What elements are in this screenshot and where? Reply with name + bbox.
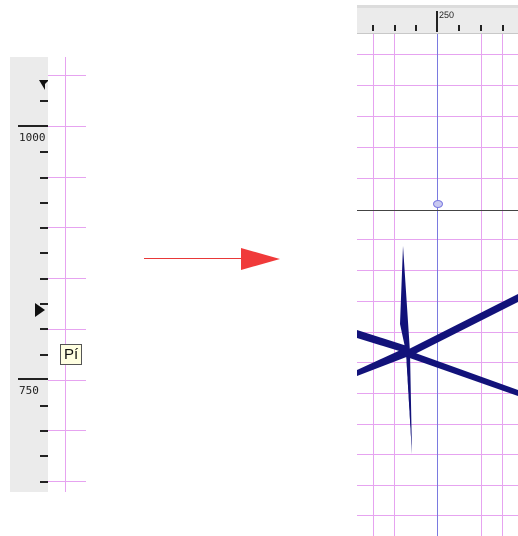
guide-handle[interactable] bbox=[433, 200, 443, 208]
ruler-label-250: 250 bbox=[439, 10, 455, 20]
ruler-tick bbox=[40, 202, 48, 204]
ruler-corner-marker-icon[interactable] bbox=[38, 79, 50, 91]
ruler-tick bbox=[40, 481, 48, 483]
ruler-label-750: 750 bbox=[19, 384, 39, 397]
grid-line bbox=[48, 329, 86, 330]
left-canvas-area[interactable] bbox=[48, 57, 86, 492]
ruler-edge bbox=[357, 5, 518, 8]
ruler-tick bbox=[40, 278, 48, 280]
horizontal-guide-line[interactable] bbox=[357, 210, 518, 211]
grid-line bbox=[48, 126, 86, 127]
ruler-tick bbox=[40, 252, 48, 254]
grid-line bbox=[48, 481, 86, 482]
right-canvas-area[interactable] bbox=[357, 34, 518, 536]
ruler-tick bbox=[372, 25, 374, 31]
right-arrow-icon bbox=[241, 248, 280, 270]
grid-line bbox=[373, 34, 374, 536]
ruler-tick bbox=[40, 328, 48, 330]
ruler-tick bbox=[394, 25, 396, 31]
ruler-tick bbox=[480, 25, 482, 31]
star-shape-icon[interactable] bbox=[357, 34, 518, 536]
grid-line bbox=[48, 278, 86, 279]
grid-line bbox=[481, 34, 482, 536]
grid-line bbox=[394, 34, 395, 536]
tooltip: Pí bbox=[60, 344, 83, 365]
vertical-guide-line[interactable] bbox=[437, 34, 438, 536]
ruler-tick-major bbox=[18, 378, 48, 380]
grid-line bbox=[48, 430, 86, 431]
ruler-tick bbox=[40, 455, 48, 457]
ruler-tick bbox=[40, 430, 48, 432]
ruler-tick bbox=[40, 177, 48, 179]
grid-line bbox=[48, 75, 86, 76]
ruler-tick-major bbox=[436, 11, 438, 32]
ruler-tick bbox=[40, 100, 48, 102]
ruler-label-1000: 1000 bbox=[19, 131, 46, 144]
grid-line bbox=[65, 57, 66, 492]
ruler-tick bbox=[415, 25, 417, 31]
vertical-ruler[interactable]: 1000 750 bbox=[10, 57, 49, 492]
grid-line bbox=[48, 380, 86, 381]
grid-line bbox=[48, 177, 86, 178]
ruler-tick bbox=[458, 25, 460, 31]
ruler-tick bbox=[40, 354, 48, 356]
ruler-tick bbox=[40, 405, 48, 407]
grid-line bbox=[502, 34, 503, 536]
ruler-tick-major bbox=[18, 125, 48, 127]
horizontal-ruler[interactable]: 250 bbox=[357, 5, 518, 34]
ruler-tick bbox=[40, 303, 48, 305]
left-ruler-panel: 1000 750 Pí bbox=[10, 57, 86, 492]
right-zoom-panel: 250 bbox=[357, 5, 518, 536]
grid-line bbox=[48, 227, 86, 228]
ruler-tick bbox=[502, 25, 504, 31]
ruler-tick bbox=[40, 151, 48, 153]
arrow-shaft bbox=[144, 258, 244, 259]
ruler-position-marker-icon[interactable] bbox=[34, 302, 46, 318]
ruler-tick bbox=[40, 227, 48, 229]
